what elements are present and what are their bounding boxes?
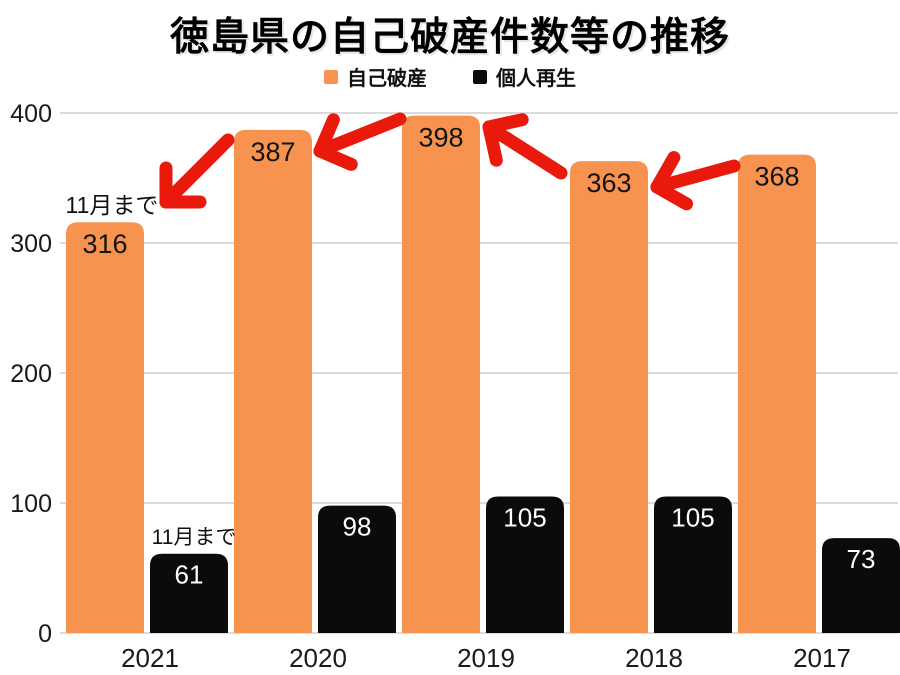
x-tick-label-2019: 2019 (457, 643, 515, 673)
legend-item-bankruptcy: 自己破産 (324, 62, 427, 91)
legend-swatch-bankruptcy-icon (324, 69, 338, 84)
annotation-2: 11月まで (152, 526, 237, 549)
legend-label-rehabilitation: 個人再生 (496, 68, 576, 90)
bar-value-bankruptcy-2021: 316 (82, 229, 127, 259)
bar-rehabilitation-2021 (150, 553, 228, 633)
bar-bankruptcy-2019 (402, 115, 480, 634)
chart-title: 徳島県の自己破産件数等の推移 (169, 16, 730, 59)
bar-rehabilitation-2019 (486, 496, 564, 633)
x-tick-label-2018: 2018 (625, 643, 683, 673)
x-tick-label-2021: 2021 (121, 643, 179, 673)
bar-value-bankruptcy-2017: 368 (754, 162, 799, 192)
bar-value-rehabilitation-2019: 105 (503, 503, 546, 533)
bar-value-rehabilitation-2020: 98 (343, 512, 372, 542)
trend-arrow-icon (650, 150, 741, 211)
bar-rehabilitation-2020 (318, 505, 396, 633)
y-tick-label-300: 300 (10, 230, 52, 258)
bar-value-rehabilitation-2021: 61 (175, 560, 204, 590)
bar-rehabilitation-2018 (654, 496, 732, 633)
bar-rehabilitation-2017 (822, 538, 900, 633)
chart-legend: 自己破産 個人再生 (0, 62, 900, 91)
x-tick-label-2020: 2020 (289, 643, 347, 673)
annotation-1: 11月まで (66, 192, 159, 218)
y-tick-label-0: 0 (38, 620, 52, 648)
bar-value-bankruptcy-2018: 363 (586, 168, 631, 198)
trend-arrow-icon (482, 113, 568, 180)
trend-arrow-icon (159, 133, 235, 209)
bar-value-rehabilitation-2018: 105 (671, 503, 714, 533)
legend-label-bankruptcy: 自己破産 (347, 68, 427, 90)
bar-bankruptcy-2020 (234, 129, 312, 633)
x-tick-label-2017: 2017 (793, 643, 851, 673)
bar-bankruptcy-2018 (570, 161, 648, 633)
bar-bankruptcy-2021 (66, 222, 144, 633)
bar-value-bankruptcy-2019: 398 (418, 123, 463, 153)
y-tick-label-100: 100 (10, 490, 52, 518)
bar-value-rehabilitation-2017: 73 (847, 544, 876, 574)
y-tick-label-400: 400 (10, 100, 52, 128)
trend-arrow-icon (313, 112, 407, 171)
legend-swatch-rehabilitation-icon (473, 69, 487, 84)
y-tick-label-200: 200 (10, 360, 52, 388)
bar-value-bankruptcy-2020: 387 (250, 137, 295, 167)
legend-item-rehabilitation: 個人再生 (473, 62, 576, 91)
bar-bankruptcy-2017 (738, 154, 816, 633)
